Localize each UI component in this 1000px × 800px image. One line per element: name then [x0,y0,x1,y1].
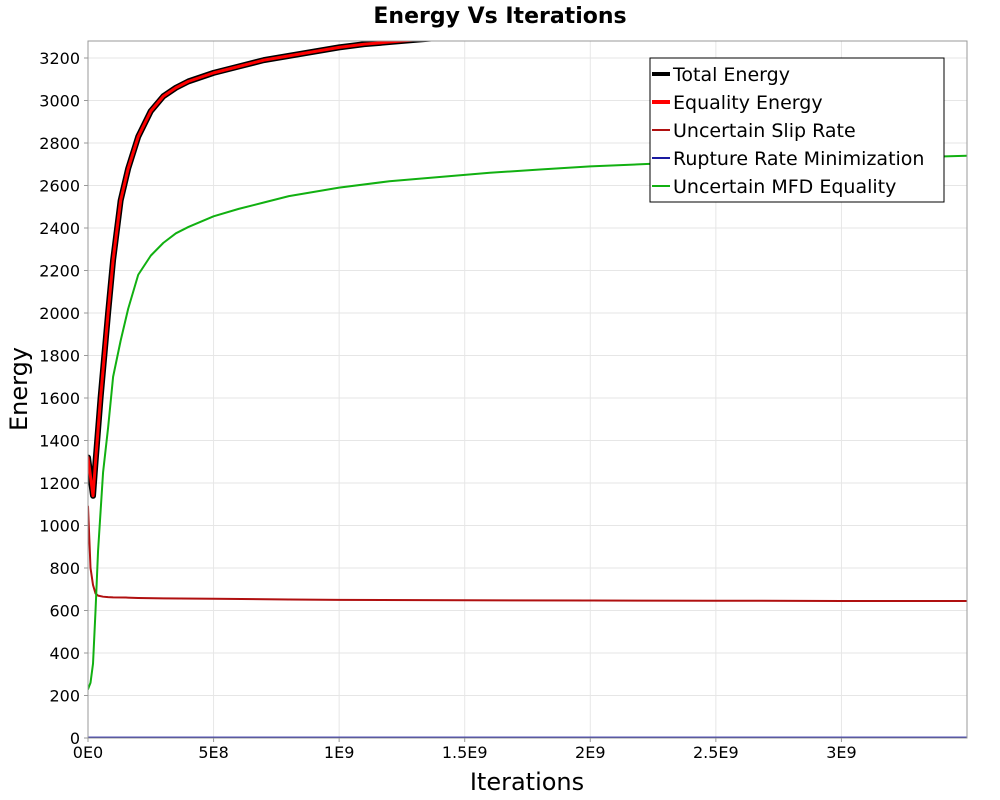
y-tick-label: 1000 [39,517,80,536]
chart-title: Energy Vs Iterations [373,4,626,29]
y-tick-label: 2200 [39,262,80,281]
x-tick-label: 0E0 [73,743,103,762]
y-tick-label: 200 [49,687,80,706]
y-tick-label: 2800 [39,134,80,153]
legend-label: Uncertain Slip Rate [673,120,856,142]
legend-box [649,57,945,203]
y-tick-label: 2600 [39,177,80,196]
x-axis-label: Iterations [470,768,584,796]
y-tick-label: 2000 [39,304,80,323]
y-tick-label: 1600 [39,389,80,408]
plot-frame [87,40,968,739]
x-tick-label: 3E9 [826,743,856,762]
x-tick-label: 1.5E9 [442,743,488,762]
y-tick-label: 1400 [39,432,80,451]
legend-label: Rupture Rate Minimization [673,148,924,170]
x-tick-label: 2.5E9 [693,743,739,762]
legend: Total Energy Equality Energy Uncertain Sli… [649,57,945,203]
series-line-equality-energy [88,41,420,498]
x-tick-label: 5E8 [198,743,228,762]
y-tick-label: 400 [49,644,80,663]
x-tick-label: 1E9 [324,743,354,762]
x-axis-ticks: 0E0 5E8 1E9 1.5E9 2E9 2.5E9 3E9 [73,738,857,762]
x-tick-label: 2E9 [575,743,605,762]
y-tick-label: 1200 [39,474,80,493]
y-axis-label: Energy [5,347,33,431]
y-tick-label: 0 [70,729,80,748]
y-tick-label: 2400 [39,219,80,238]
y-tick-label: 600 [49,602,80,621]
y-tick-label: 3000 [39,92,80,111]
y-tick-label: 1800 [39,347,80,366]
legend-label: Uncertain MFD Equality [673,176,896,198]
y-axis-ticks: 0 200 400 600 800 1000 1200 1400 1600 1800 2000 220… [39,49,88,748]
legend-label: Total Energy [672,64,790,86]
y-tick-label: 3200 [39,49,80,68]
y-tick-label: 800 [49,559,80,578]
legend-label: Equality Energy [673,92,823,114]
